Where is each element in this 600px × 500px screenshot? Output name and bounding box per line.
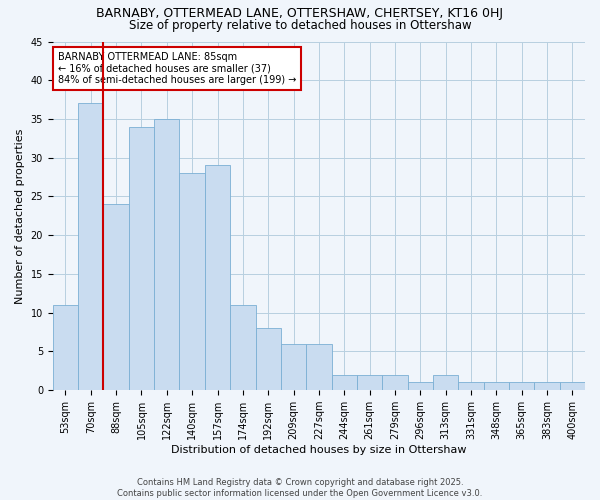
Bar: [357, 374, 382, 390]
Bar: [458, 382, 484, 390]
Bar: [256, 328, 281, 390]
Bar: [129, 126, 154, 390]
Bar: [382, 374, 407, 390]
Bar: [230, 305, 256, 390]
Bar: [332, 374, 357, 390]
Bar: [484, 382, 509, 390]
Text: Size of property relative to detached houses in Ottershaw: Size of property relative to detached ho…: [128, 19, 472, 32]
Bar: [53, 305, 78, 390]
Y-axis label: Number of detached properties: Number of detached properties: [15, 128, 25, 304]
Bar: [433, 374, 458, 390]
Bar: [560, 382, 585, 390]
Bar: [78, 104, 103, 390]
Text: BARNABY OTTERMEAD LANE: 85sqm
← 16% of detached houses are smaller (37)
84% of s: BARNABY OTTERMEAD LANE: 85sqm ← 16% of d…: [58, 52, 296, 85]
Bar: [154, 119, 179, 390]
Bar: [535, 382, 560, 390]
Bar: [407, 382, 433, 390]
Bar: [306, 344, 332, 390]
X-axis label: Distribution of detached houses by size in Ottershaw: Distribution of detached houses by size …: [171, 445, 467, 455]
Text: Contains HM Land Registry data © Crown copyright and database right 2025.
Contai: Contains HM Land Registry data © Crown c…: [118, 478, 482, 498]
Text: BARNABY, OTTERMEAD LANE, OTTERSHAW, CHERTSEY, KT16 0HJ: BARNABY, OTTERMEAD LANE, OTTERSHAW, CHER…: [97, 8, 503, 20]
Bar: [509, 382, 535, 390]
Bar: [205, 166, 230, 390]
Bar: [179, 173, 205, 390]
Bar: [103, 204, 129, 390]
Bar: [281, 344, 306, 390]
